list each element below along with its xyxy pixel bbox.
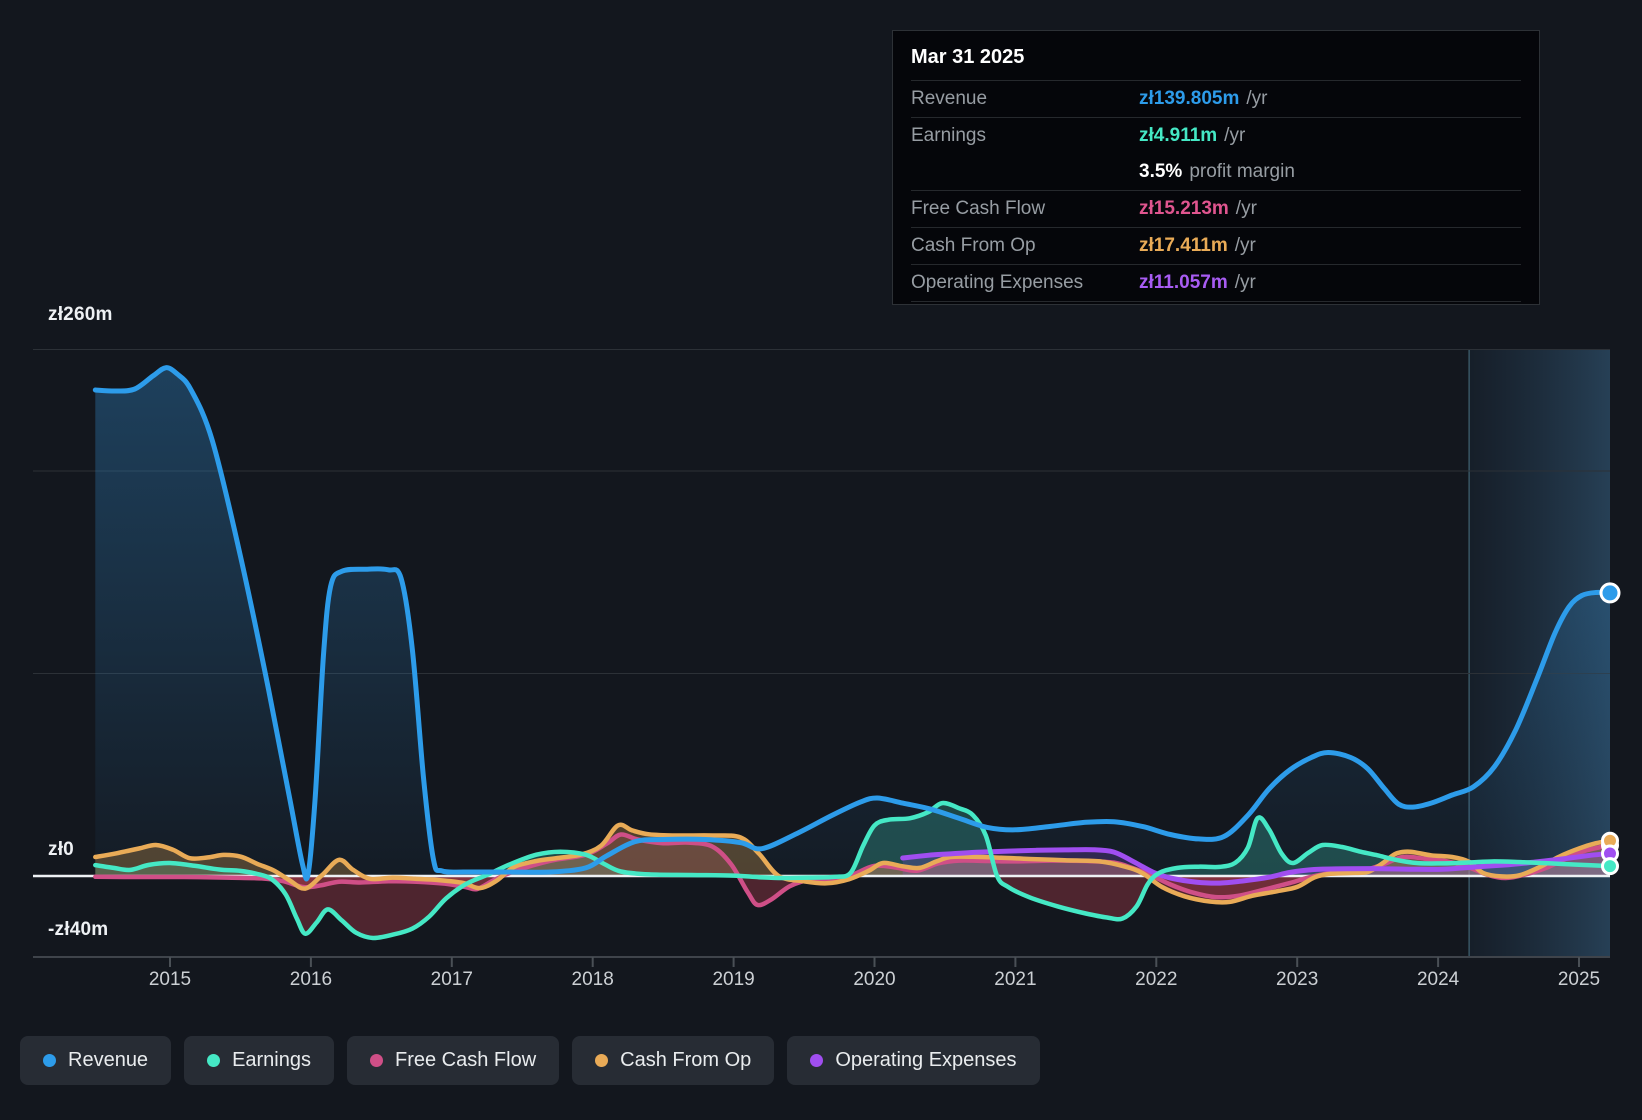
x-axis-tick-label: 2018 [572, 969, 614, 990]
x-axis-tick-label: 2025 [1558, 969, 1600, 990]
tooltip-suffix: profit margin [1189, 161, 1295, 182]
free-cash-flow-area-fill [95, 834, 1610, 876]
revenue-endpoint-dot [1599, 582, 1621, 604]
x-axis-tick-label: 2023 [1276, 969, 1318, 990]
tooltip-row-cash-from-op: Cash From Op zł17.411m /yr [911, 228, 1521, 265]
tooltip-value: zł15.213m [1139, 198, 1229, 219]
cash-from-op-line [93, 822, 1613, 905]
revenue-line [92, 365, 1613, 882]
free-cash-flow-series-dot-icon [370, 1054, 383, 1067]
tooltip-label: Revenue [911, 88, 988, 109]
x-axis-tick-label: 2020 [853, 969, 895, 990]
earnings-line [93, 800, 1613, 941]
legend-item-cash-from-op[interactable]: Cash From Op [572, 1036, 775, 1085]
x-axis-tick-label: 2016 [290, 969, 332, 990]
tooltip-suffix: /yr [1246, 88, 1268, 109]
tooltip-value: zł17.411m [1139, 235, 1228, 256]
legend-item-free-cash-flow[interactable]: Free Cash Flow [347, 1036, 560, 1085]
legend-item-earnings[interactable]: Earnings [184, 1036, 334, 1085]
legend-item-revenue[interactable]: Revenue [20, 1036, 172, 1085]
revenue-area-fill [95, 367, 1610, 876]
tooltip-suffix: /yr [1224, 125, 1246, 146]
tooltip-label: Operating Expenses [911, 272, 1084, 293]
y-axis-label-max: zł260m [48, 304, 113, 325]
y-axis-label-zero: zł0 [48, 839, 74, 860]
cash-from-op-series-dot-icon [595, 1054, 609, 1067]
earnings-endpoint-dot [1601, 857, 1619, 876]
tooltip-value: zł139.805m [1139, 88, 1240, 109]
x-axis-tick-label: 2017 [431, 969, 473, 990]
chart-legend: Revenue Earnings Free Cash Flow Cash Fro… [20, 1036, 1040, 1085]
chart-hover-tooltip: Mar 31 2025 Revenue zł139.805m /yr Earni… [892, 30, 1540, 305]
tooltip-row-revenue: Revenue zł139.805m /yr [911, 81, 1521, 118]
x-axis-tick-label: 2019 [712, 969, 754, 990]
x-axis-tick-label: 2015 [149, 969, 191, 990]
earnings-series-dot-icon [207, 1054, 221, 1067]
earnings-negative-fill [95, 876, 1610, 939]
tooltip-suffix: /yr [1234, 235, 1256, 256]
revenue-series-dot-icon [43, 1054, 56, 1067]
tooltip-label: Cash From Op [911, 235, 1036, 256]
tooltip-label: Earnings [911, 125, 986, 146]
tooltip-value: 3.5% [1139, 161, 1183, 182]
tooltip-label: Free Cash Flow [911, 198, 1046, 219]
legend-item-operating-expenses[interactable]: Operating Expenses [787, 1036, 1040, 1085]
x-axis-tick-label: 2024 [1417, 969, 1460, 990]
operating-expenses-series-dot-icon [810, 1054, 824, 1067]
operating-expenses-line [900, 847, 1613, 886]
tooltip-suffix: /yr [1234, 272, 1256, 293]
y-axis-label-min: -zł40m [48, 919, 109, 940]
tooltip-suffix: /yr [1235, 198, 1257, 219]
legend-label: Earnings [232, 1049, 311, 1071]
tooltip-date: Mar 31 2025 [911, 37, 1521, 81]
financial-history-chart[interactable]: 2015 2016 2017 2018 2019 2020 2021 2022 2023 2024… [0, 0, 1642, 1000]
tooltip-row-profit-margin: 3.5% profit margin [911, 154, 1521, 191]
tooltip-value: zł4.911m [1139, 125, 1218, 146]
legend-label: Cash From Op [620, 1049, 752, 1071]
legend-label: Free Cash Flow [395, 1049, 537, 1071]
x-axis-tick-label: 2022 [1135, 969, 1177, 990]
legend-label: Revenue [68, 1049, 149, 1071]
legend-label: Operating Expenses [835, 1049, 1017, 1071]
tooltip-value: zł11.057m [1139, 272, 1228, 293]
x-axis-tick-label: 2021 [994, 969, 1036, 990]
tooltip-row-free-cash-flow: Free Cash Flow zł15.213m /yr [911, 191, 1521, 228]
tooltip-row-operating-expenses: Operating Expenses zł11.057m /yr [911, 265, 1521, 302]
tooltip-row-earnings: Earnings zł4.911m /yr [911, 118, 1521, 154]
